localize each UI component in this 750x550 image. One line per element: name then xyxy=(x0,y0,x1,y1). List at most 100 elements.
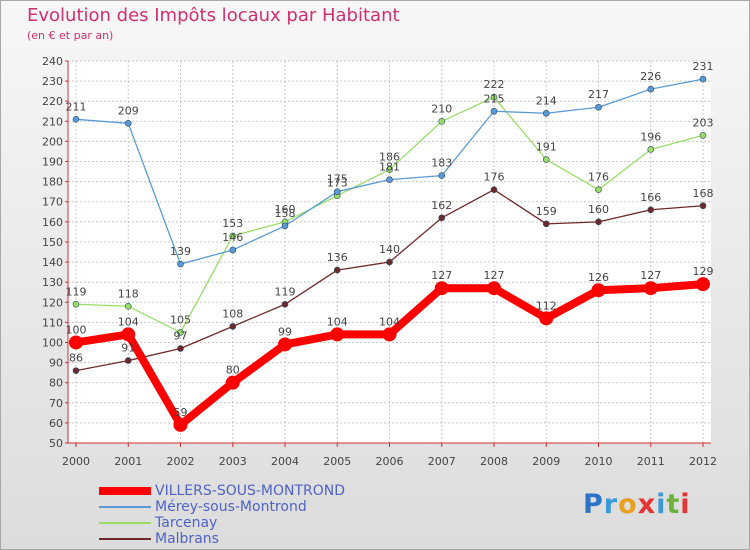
data-point xyxy=(124,120,132,127)
y-tick-label: 200 xyxy=(42,135,63,148)
data-label: 181 xyxy=(379,161,400,174)
x-tick-label: 2010 xyxy=(585,455,613,468)
data-label: 86 xyxy=(69,352,83,365)
data-point xyxy=(438,172,446,179)
x-tick-label: 2007 xyxy=(428,455,456,468)
data-point xyxy=(539,311,554,326)
data-point xyxy=(69,335,83,350)
data-label: 222 xyxy=(484,78,505,91)
data-label: 191 xyxy=(536,141,557,154)
data-label: 176 xyxy=(484,171,505,184)
data-label: 136 xyxy=(327,251,348,264)
data-point xyxy=(281,222,289,230)
data-label: 215 xyxy=(484,92,505,105)
x-tick-label: 2005 xyxy=(323,455,351,468)
data-point xyxy=(542,220,550,228)
data-point xyxy=(72,367,80,374)
data-point xyxy=(177,329,184,336)
y-tick-label: 140 xyxy=(42,256,63,269)
data-label: 166 xyxy=(640,191,661,204)
data-label: 127 xyxy=(431,269,452,282)
data-label: 211 xyxy=(66,100,87,113)
data-point xyxy=(696,277,710,292)
logo-letter: o xyxy=(618,489,638,520)
y-tick-label: 160 xyxy=(42,216,63,229)
y-tick-label: 240 xyxy=(42,55,63,68)
data-point xyxy=(595,103,602,111)
data-point xyxy=(699,75,707,83)
data-point xyxy=(438,214,446,222)
x-tick-label: 2004 xyxy=(271,455,299,468)
data-point xyxy=(281,300,289,308)
logo-letter: i xyxy=(656,489,667,520)
data-label: 100 xyxy=(66,323,87,336)
y-tick-label: 130 xyxy=(42,276,63,289)
legend-label: VILLERS-SOUS-MONTROND xyxy=(155,483,346,499)
data-label: 196 xyxy=(640,130,661,143)
data-point xyxy=(699,202,707,210)
data-label: 226 xyxy=(640,70,661,83)
data-point xyxy=(647,85,655,93)
y-tick-label: 120 xyxy=(42,296,63,309)
data-point xyxy=(438,118,446,125)
y-tick-label: 90 xyxy=(49,357,63,370)
data-label: 108 xyxy=(222,307,243,320)
data-point xyxy=(229,232,237,240)
legend-swatch xyxy=(99,487,151,495)
y-tick-label: 80 xyxy=(49,377,63,390)
data-label: 105 xyxy=(170,313,191,326)
data-point xyxy=(333,188,341,195)
data-point xyxy=(177,260,184,268)
data-label: 162 xyxy=(431,199,452,212)
y-tick-label: 190 xyxy=(42,156,63,169)
data-label: 127 xyxy=(640,269,661,282)
proxiti-logo: Proxiti xyxy=(583,489,691,520)
data-point xyxy=(72,116,80,123)
data-label: 126 xyxy=(588,271,609,284)
y-tick-label: 210 xyxy=(42,115,63,128)
data-point xyxy=(643,281,658,296)
data-label: 183 xyxy=(431,157,452,170)
data-point xyxy=(333,266,341,274)
data-label: 104 xyxy=(118,315,139,328)
data-label: 129 xyxy=(693,265,714,278)
chart-title: Evolution des Impôts locaux par Habitant xyxy=(27,5,400,26)
data-label: 159 xyxy=(536,205,557,218)
x-tick-label: 2011 xyxy=(637,455,665,468)
series-points xyxy=(69,75,710,432)
data-label: 158 xyxy=(275,207,296,220)
data-point xyxy=(386,258,393,266)
data-label: 175 xyxy=(327,173,348,186)
data-point xyxy=(595,186,602,193)
data-point xyxy=(487,281,501,296)
logo-letter: x xyxy=(637,489,657,520)
data-point xyxy=(173,417,188,432)
data-point xyxy=(177,345,184,352)
data-point xyxy=(490,186,498,193)
y-tick-label: 50 xyxy=(49,437,63,450)
x-tick-label: 2008 xyxy=(480,455,508,468)
x-tick-label: 2000 xyxy=(62,455,90,468)
data-label: 97 xyxy=(174,330,188,343)
logo-letter: r xyxy=(603,489,619,520)
data-label: 217 xyxy=(588,88,609,101)
data-point xyxy=(386,176,393,183)
data-point xyxy=(121,327,136,342)
y-tick-label: 170 xyxy=(42,196,63,209)
x-tick-label: 2001 xyxy=(114,455,142,468)
logo-letter: i xyxy=(680,489,691,520)
x-tick-label: 2002 xyxy=(167,455,195,468)
grid xyxy=(68,60,711,444)
data-label: 210 xyxy=(431,102,452,115)
data-label: 112 xyxy=(536,299,557,312)
legend-label: Mérey-sous-Montrond xyxy=(155,499,307,515)
data-label: 91 xyxy=(121,342,135,355)
y-tick-label: 100 xyxy=(42,336,63,349)
data-point xyxy=(542,156,550,163)
data-label: 209 xyxy=(118,104,139,117)
data-point xyxy=(229,323,237,330)
data-point xyxy=(490,107,498,115)
data-point xyxy=(647,146,655,153)
x-tick-label: 2006 xyxy=(376,455,404,468)
